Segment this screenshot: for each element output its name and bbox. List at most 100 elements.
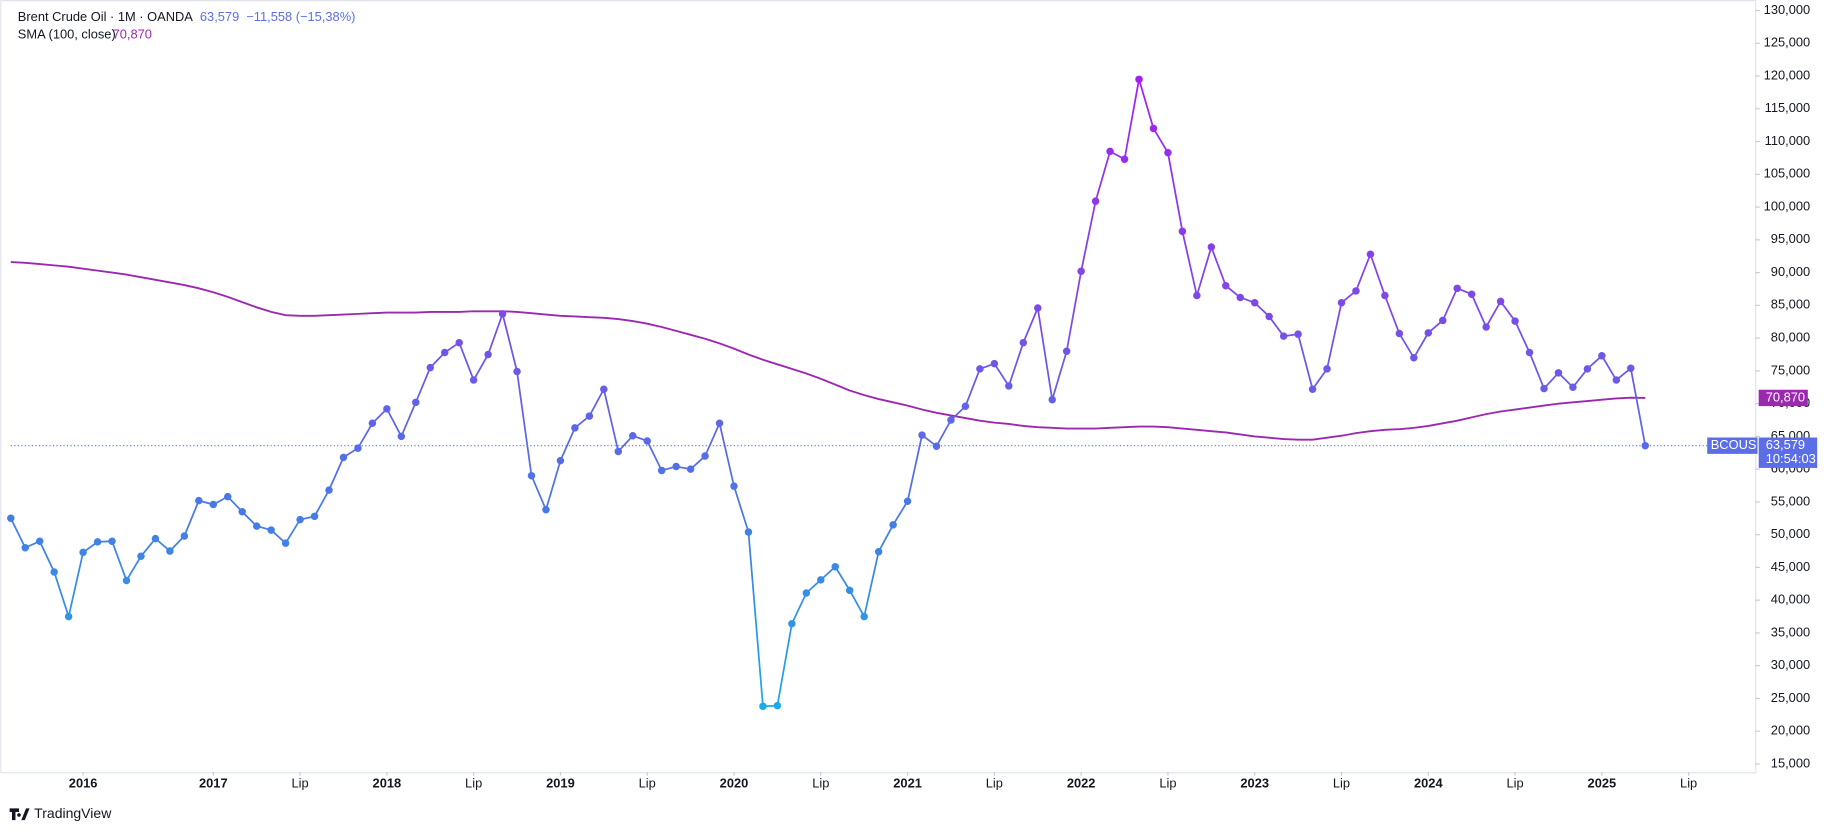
price-point <box>498 310 507 318</box>
price-point <box>180 532 189 540</box>
price-point <box>1337 298 1346 307</box>
price-point <box>571 424 579 432</box>
symbol-title: Brent Crude Oil · 1M · OANDA <box>18 9 193 24</box>
x-tick-label: Lip <box>639 775 656 790</box>
countdown-label: 10:54:03 <box>1766 451 1816 466</box>
price-point <box>961 402 970 410</box>
price-point <box>1106 147 1114 156</box>
price-point <box>1352 287 1360 295</box>
y-tick-label: 40,000 <box>1771 592 1810 607</box>
price-point <box>296 515 304 524</box>
x-tick-label: 2018 <box>373 775 402 790</box>
price-point <box>672 462 680 471</box>
price-point <box>1149 124 1158 133</box>
price-point <box>701 452 709 460</box>
price-point <box>354 444 362 452</box>
x-tick-label: Lip <box>1506 775 1523 790</box>
price-point <box>426 363 435 372</box>
price-point <box>1135 75 1143 84</box>
y-tick-label: 125,000 <box>1764 35 1810 50</box>
price-point <box>1554 369 1563 377</box>
x-tick-label: 2025 <box>1588 775 1617 790</box>
price-point <box>1019 338 1028 347</box>
price-point <box>339 453 348 462</box>
x-tick-label: 2021 <box>893 775 922 790</box>
price-point <box>513 367 521 376</box>
price-point <box>151 534 160 543</box>
price-point <box>1034 304 1042 312</box>
price-point <box>1540 384 1548 393</box>
price-point <box>1612 376 1621 384</box>
sma-badge-label: 70,870 <box>1766 389 1805 404</box>
price-point <box>788 620 796 628</box>
price-point <box>108 537 116 545</box>
price-point <box>1366 250 1375 258</box>
price-point <box>802 589 811 597</box>
price-point <box>310 512 319 521</box>
price-point <box>1048 395 1056 404</box>
x-tick-label: 2024 <box>1414 775 1443 790</box>
price-point <box>1525 348 1534 357</box>
price-point <box>50 568 58 576</box>
price-point <box>412 398 420 407</box>
price-point <box>585 412 594 420</box>
x-tick-label: 2020 <box>720 775 749 790</box>
y-tick-label: 45,000 <box>1771 559 1810 574</box>
sma-badge <box>1758 389 1808 407</box>
price-point <box>744 528 753 536</box>
price-point <box>990 359 999 368</box>
price-point <box>1598 352 1606 360</box>
price-badge-label: 63,579 <box>1766 437 1805 452</box>
y-tick-label: 75,000 <box>1771 362 1810 377</box>
y-tick-label: 115,000 <box>1765 100 1811 115</box>
price-point <box>773 701 782 710</box>
price-point <box>21 544 30 552</box>
y-tick-label: 20,000 <box>1771 723 1810 738</box>
price-point <box>918 431 926 439</box>
price-point <box>874 547 883 556</box>
price-badge <box>1758 437 1818 468</box>
x-tick-label: Lip <box>812 775 829 790</box>
price-point <box>1279 332 1288 340</box>
price-point <box>35 537 44 545</box>
price-point <box>629 431 637 440</box>
x-tick-label: Lip <box>1333 775 1350 790</box>
price-point <box>1482 323 1490 331</box>
price-point <box>1496 297 1505 306</box>
y-tick-label: 120,000 <box>1764 67 1810 82</box>
price-point <box>1467 290 1476 298</box>
price-point <box>903 497 912 505</box>
price-point <box>643 437 651 445</box>
y-tick-label: 35,000 <box>1771 624 1810 639</box>
x-tick-label: 2019 <box>546 775 575 790</box>
x-tick-label: Lip <box>986 775 1003 790</box>
price-point <box>1120 155 1129 163</box>
price-point <box>860 612 868 621</box>
price-point <box>281 539 290 547</box>
price-point <box>122 576 131 585</box>
price-point <box>1439 316 1447 325</box>
price-point <box>1077 267 1085 276</box>
price-point <box>1207 243 1216 251</box>
price-point <box>1627 364 1635 372</box>
price-point <box>64 612 73 621</box>
price-point <box>209 500 218 509</box>
price-point <box>397 432 406 441</box>
y-tick-label: 55,000 <box>1771 493 1810 508</box>
price-point <box>932 442 941 450</box>
price-point <box>657 466 666 475</box>
price-point <box>1410 354 1418 362</box>
price-point <box>1062 347 1071 355</box>
x-tick-label: Lip <box>1680 775 1697 790</box>
x-tick-label: Lip <box>1159 775 1176 790</box>
price-point <box>1641 441 1649 450</box>
price-point <box>325 486 333 494</box>
legend: Brent Crude Oil · 1M · OANDA 63,579 −11,… <box>18 9 356 42</box>
x-tick-label: 2023 <box>1240 775 1269 790</box>
price-point <box>759 702 767 711</box>
price-point <box>1569 383 1577 391</box>
y-tick-label: 130,000 <box>1764 2 1810 17</box>
price-point <box>166 547 174 555</box>
y-tick-label: 105,000 <box>1764 166 1810 181</box>
